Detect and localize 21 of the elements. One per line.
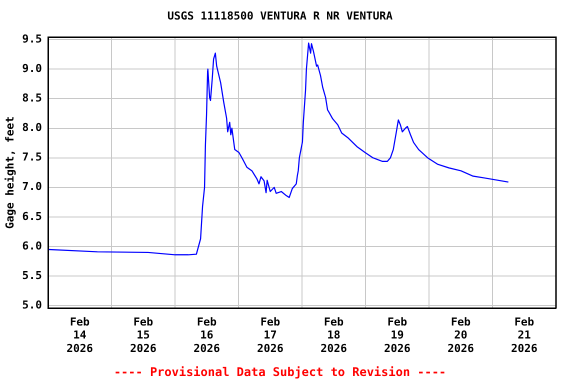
text: ---- Provisional Data Subject to Revision ----	[114, 364, 446, 379]
x-tick-label: Feb 14 2026	[66, 315, 94, 355]
x-tick-label: Feb 17 2026	[257, 315, 284, 355]
x-tick-label: Feb 19 2026	[384, 315, 411, 355]
x-tick-label: Feb 16 2026	[194, 315, 220, 355]
y-axis-title: Gage height, feet	[3, 116, 16, 229]
y-tick-label: 5.5	[22, 268, 42, 282]
y-tick-label: 7.0	[22, 180, 42, 194]
y-tick-label: 6.0	[22, 239, 42, 252]
chart-title: USGS 11118500 VENTURA R NR VENTURA	[167, 9, 393, 22]
y-tick-label: 9.0	[22, 62, 42, 75]
y-tick-label: 8.0	[22, 121, 42, 134]
y-tick-label: 7.5	[22, 150, 42, 164]
y-tick-label: 8.5	[22, 92, 42, 105]
x-tick-label: Feb 18 2026	[320, 315, 348, 355]
y-tick-label: 5.0	[22, 298, 42, 312]
x-tick-label: Feb 20 2026	[448, 315, 474, 355]
x-tick-label: Feb 15 2026	[130, 315, 157, 355]
y-tick-label: 6.5	[22, 210, 42, 223]
x-tick-label: Feb 21 2026	[511, 315, 538, 355]
y-tick-label: 9.5	[22, 32, 42, 46]
